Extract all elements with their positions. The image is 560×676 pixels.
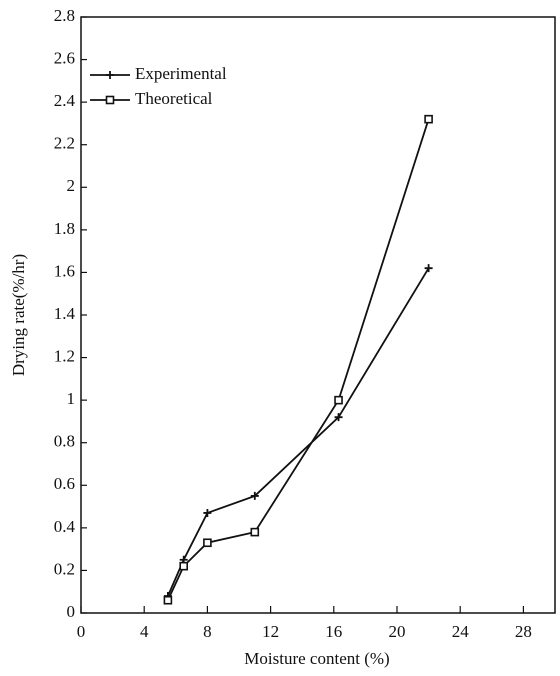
data-point [424,264,433,273]
data-point [203,508,212,517]
y-tick-label: 2 [67,176,76,195]
y-tick-label: 1.6 [54,261,75,280]
data-point [163,595,173,605]
data-point [424,114,433,124]
y-tick-label: 1.4 [54,304,76,323]
data-point [334,413,343,422]
x-axis-label: Moisture content (%) [244,649,389,668]
y-tick-label: 1.8 [54,219,75,238]
x-tick-label: 20 [389,622,406,641]
y-tick-label: 2.4 [54,91,76,110]
x-tick-label: 28 [515,622,532,641]
x-tick-label: 8 [203,622,212,641]
y-tick-label: 1.2 [54,346,75,365]
y-axis-label: Drying rate(%/hr) [9,254,28,376]
y-tick-label: 0 [67,602,76,621]
x-tick-label: 0 [77,622,86,641]
y-tick-label: 2.8 [54,6,75,25]
legend-marker [105,95,115,105]
data-point [250,491,259,500]
x-tick-label: 16 [325,622,342,641]
legend-marker [106,71,114,79]
legend-label: Experimental [135,64,227,83]
y-tick-label: 0.4 [54,517,76,536]
legend-label: Theoretical [135,89,213,108]
series-line [167,118,430,601]
data-point [250,527,260,537]
x-tick-label: 4 [140,622,149,641]
y-tick-label: 2.6 [54,48,75,67]
x-tick-label: 24 [452,622,470,641]
data-point [203,538,212,548]
y-tick-label: 0.8 [54,432,75,451]
y-tick-label: 1 [67,389,76,408]
x-tick-label: 12 [262,622,279,641]
data-point [179,561,188,571]
y-tick-label: 0.2 [54,559,75,578]
y-tick-label: 0.6 [54,474,75,493]
data-point [334,395,343,405]
y-tick-label: 2.2 [54,134,75,153]
